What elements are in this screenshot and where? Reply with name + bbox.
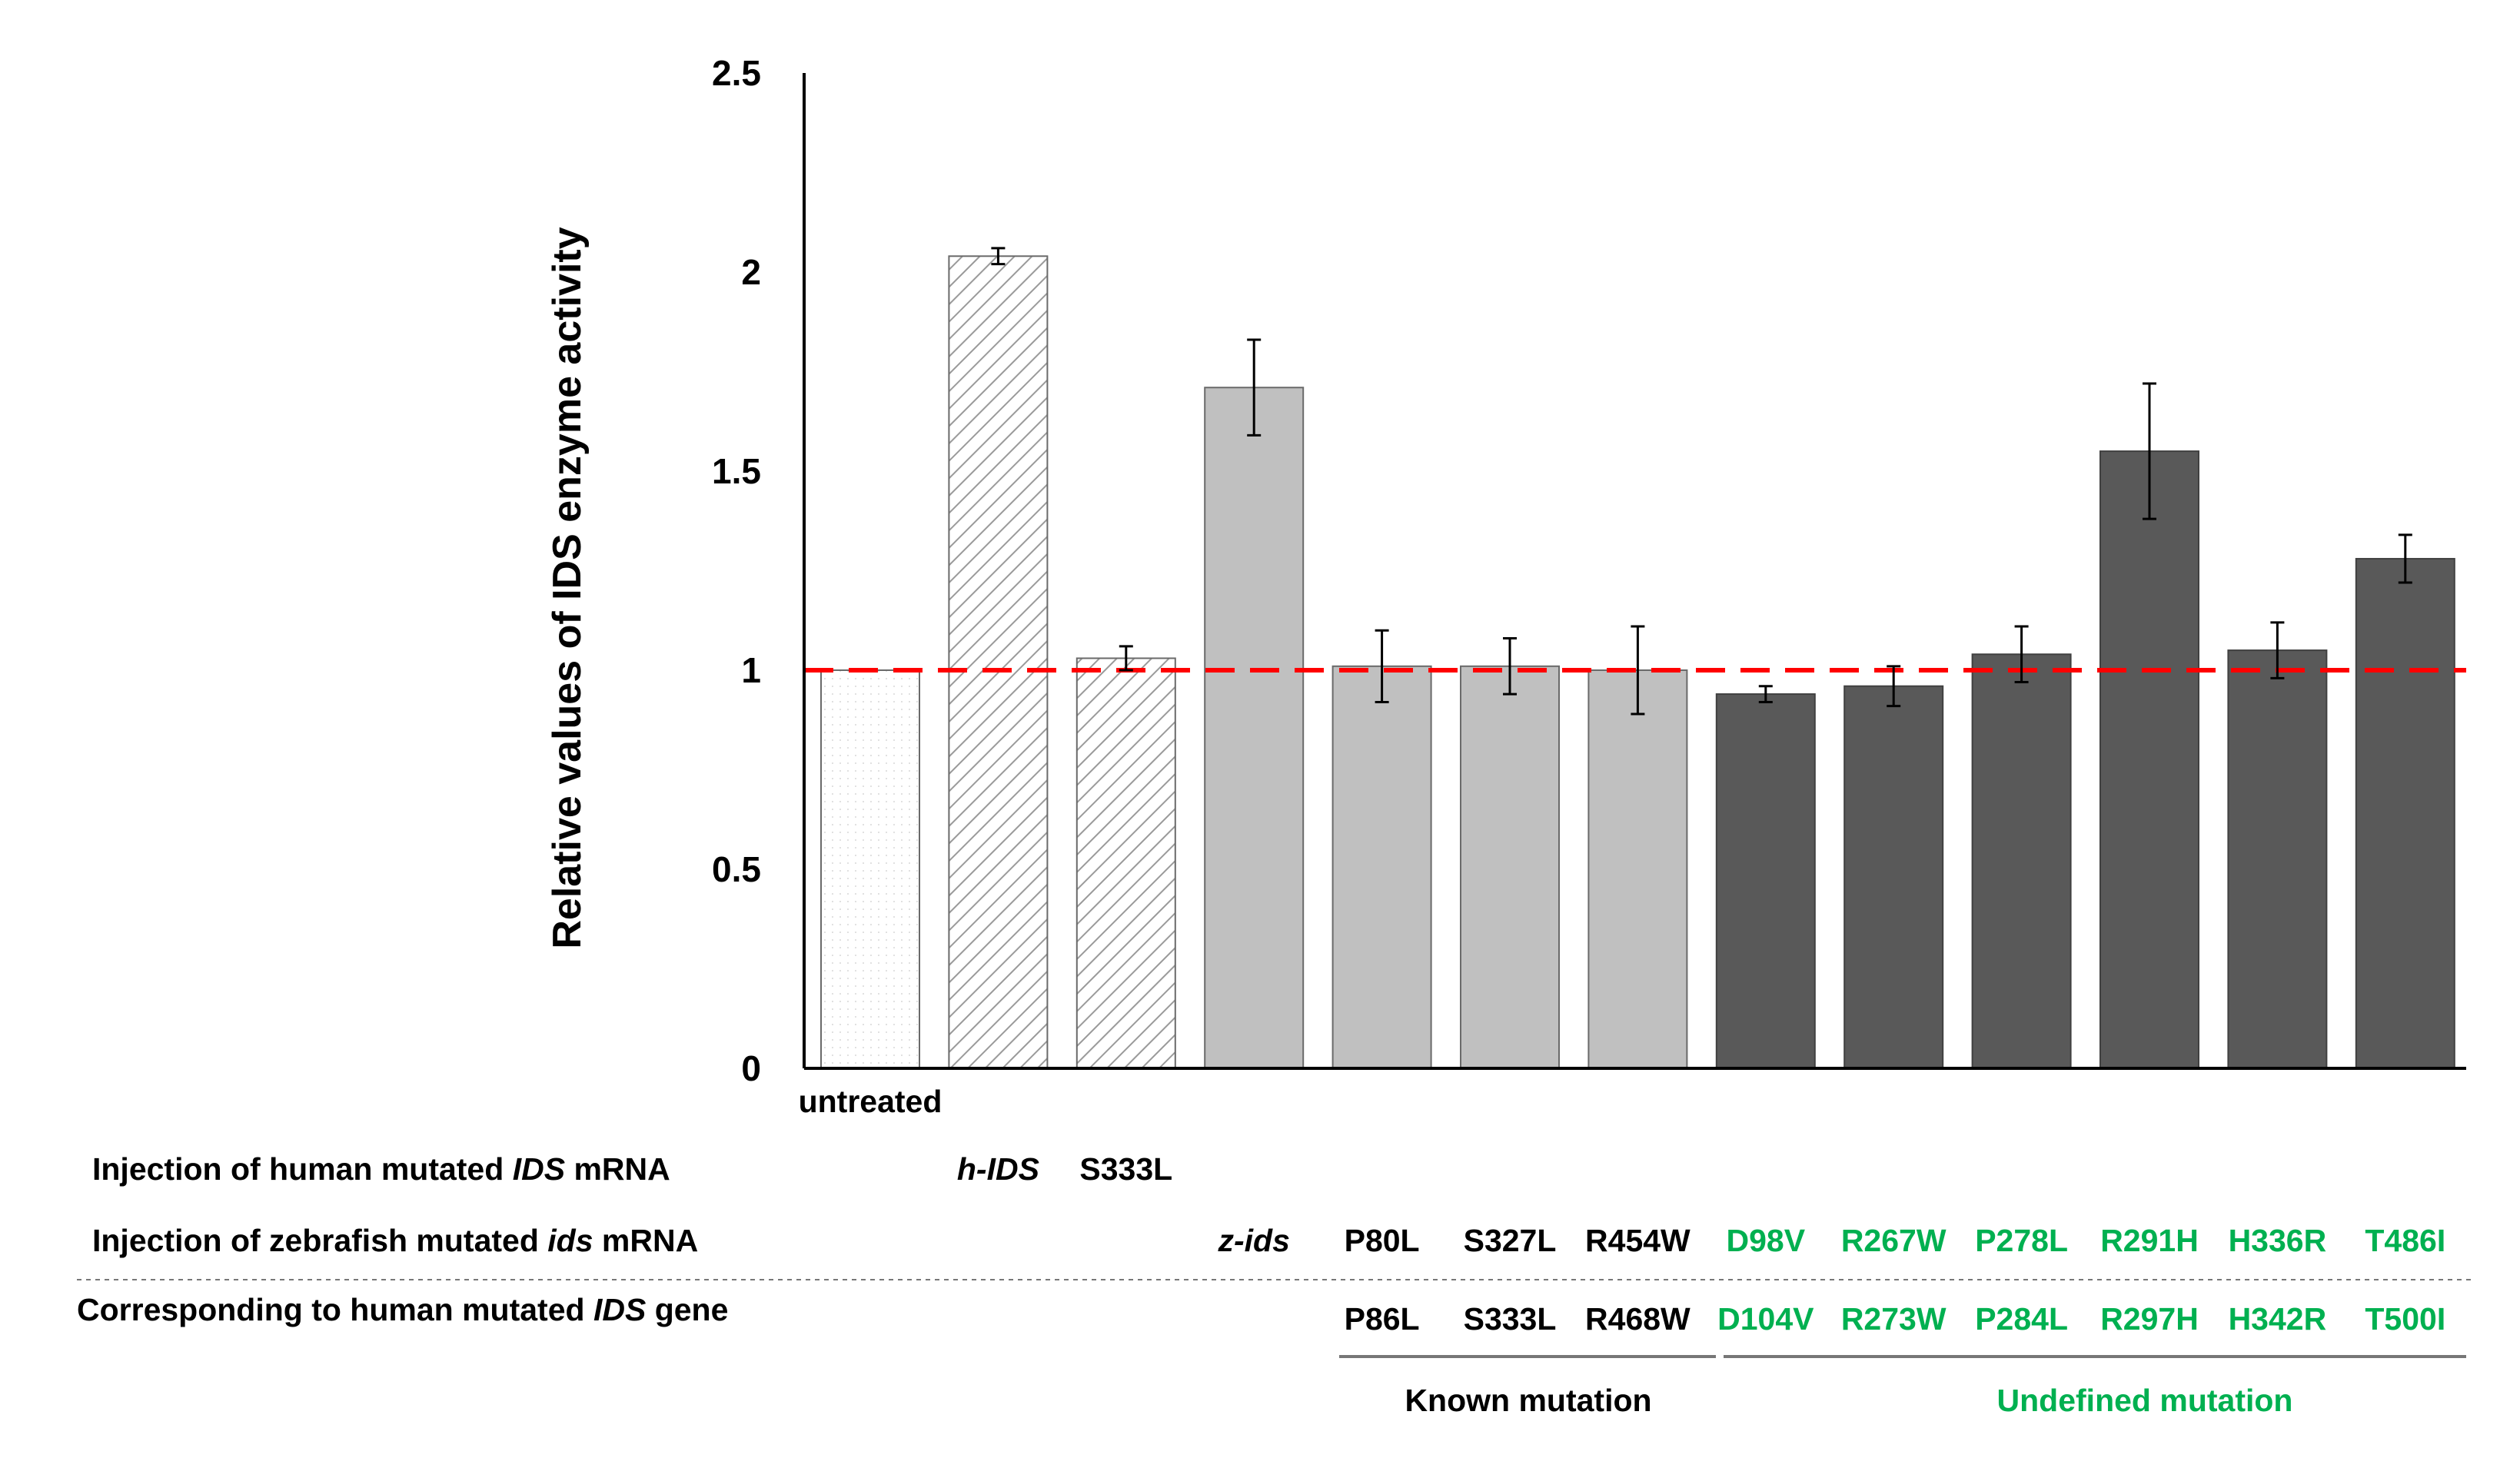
- error-bar-r454w: [1631, 625, 1645, 716]
- bar-s333l: [1075, 657, 1176, 1069]
- group-label-known: Known mutation: [1405, 1383, 1651, 1418]
- row-label-zebrafish: Injection of zebrafish mutated ids mRNA: [92, 1223, 698, 1258]
- error-bar-h-ids: [991, 247, 1006, 266]
- y-axis-label: Relative values of IDS enzyme activity: [545, 227, 590, 948]
- zebrafish-entry-d98v: D98V: [1727, 1223, 1806, 1258]
- corresponding-entry-r468w: R468W: [1585, 1301, 1691, 1337]
- bar-p80l: [1331, 665, 1432, 1069]
- zebrafish-entry-r267w: R267W: [1841, 1223, 1947, 1258]
- zebrafish-entry-r454w: R454W: [1585, 1223, 1691, 1258]
- corresponding-entry-r297h: R297H: [2100, 1301, 2199, 1337]
- y-tick-label: 2.5: [712, 53, 761, 93]
- bar-p278l: [1971, 653, 2072, 1069]
- error-bar-s333l: [1119, 645, 1133, 672]
- error-bar-t486i: [2398, 533, 2412, 584]
- zebrafish-entry-r291h: R291H: [2100, 1223, 2199, 1258]
- y-tick-label: 1: [741, 650, 761, 690]
- y-tick-label: 2: [741, 252, 761, 292]
- row-label-corresponding: Corresponding to human mutated IDS gene: [77, 1292, 728, 1327]
- bar-h336r: [2227, 649, 2328, 1069]
- bar-d98v: [1715, 693, 1816, 1070]
- zebrafish-entry-p278l: P278L: [1975, 1223, 2068, 1258]
- y-tick-label: 0: [741, 1048, 761, 1088]
- zebrafish-entry-h336r: H336R: [2229, 1223, 2327, 1258]
- zebrafish-entry-t486i: T486I: [2365, 1223, 2445, 1258]
- human-entry-h-ids: h-IDS: [957, 1151, 1039, 1187]
- corresponding-entry-t500i: T500I: [2365, 1301, 2445, 1337]
- y-tick-label: 1.5: [712, 451, 761, 491]
- zebrafish-entry-p80l: P80L: [1345, 1223, 1420, 1258]
- error-bar-r267w: [1887, 665, 1901, 708]
- corresponding-entry-r273w: R273W: [1841, 1301, 1947, 1337]
- bar-t486i: [2355, 557, 2455, 1069]
- bar-r291h: [2099, 450, 2199, 1069]
- corresponding-entry-p284l: P284L: [1975, 1301, 2068, 1337]
- y-axis-ticks: 0 0.5 1 1.5 2 2.5: [712, 53, 761, 1088]
- error-bar-s327l: [1503, 637, 1517, 696]
- error-bar-p80l: [1375, 629, 1389, 703]
- bars: [820, 255, 2455, 1070]
- error-bar-p278l: [2014, 625, 2029, 684]
- corresponding-entry-s333l: S333L: [1464, 1301, 1557, 1337]
- error-bar-z-ids: [1247, 338, 1262, 437]
- zebrafish-entry-z-ids: z-ids: [1217, 1223, 1289, 1258]
- error-bar-h336r: [2270, 621, 2285, 679]
- bar-r454w: [1587, 669, 1688, 1069]
- bar-z-ids: [1204, 387, 1305, 1070]
- bar-untreated: [820, 669, 920, 1069]
- error-bars: [991, 247, 2412, 716]
- zebrafish-entry-s327l: S327L: [1464, 1223, 1557, 1258]
- corresponding-entry-p86l: P86L: [1345, 1301, 1420, 1337]
- row-label-human: Injection of human mutated IDS mRNA: [92, 1151, 670, 1187]
- y-tick-label: 0.5: [712, 849, 761, 889]
- group-label-undefined: Undefined mutation: [1997, 1383, 2293, 1418]
- category-label-untreated: untreated: [799, 1084, 943, 1119]
- bar-h-ids: [948, 255, 1049, 1069]
- row-entries: untreated h-IDS S333L z-ids P80L S327L R454W D9…: [799, 1084, 2446, 1337]
- bar-s327l: [1460, 665, 1560, 1069]
- error-bar-d98v: [1758, 685, 1773, 703]
- corresponding-entry-h342r: H342R: [2229, 1301, 2327, 1337]
- error-bar-r291h: [2143, 382, 2156, 520]
- human-entry-s333l: S333L: [1079, 1151, 1172, 1187]
- corresponding-entry-d104v: D104V: [1717, 1301, 1814, 1337]
- bar-r267w: [1843, 685, 1944, 1069]
